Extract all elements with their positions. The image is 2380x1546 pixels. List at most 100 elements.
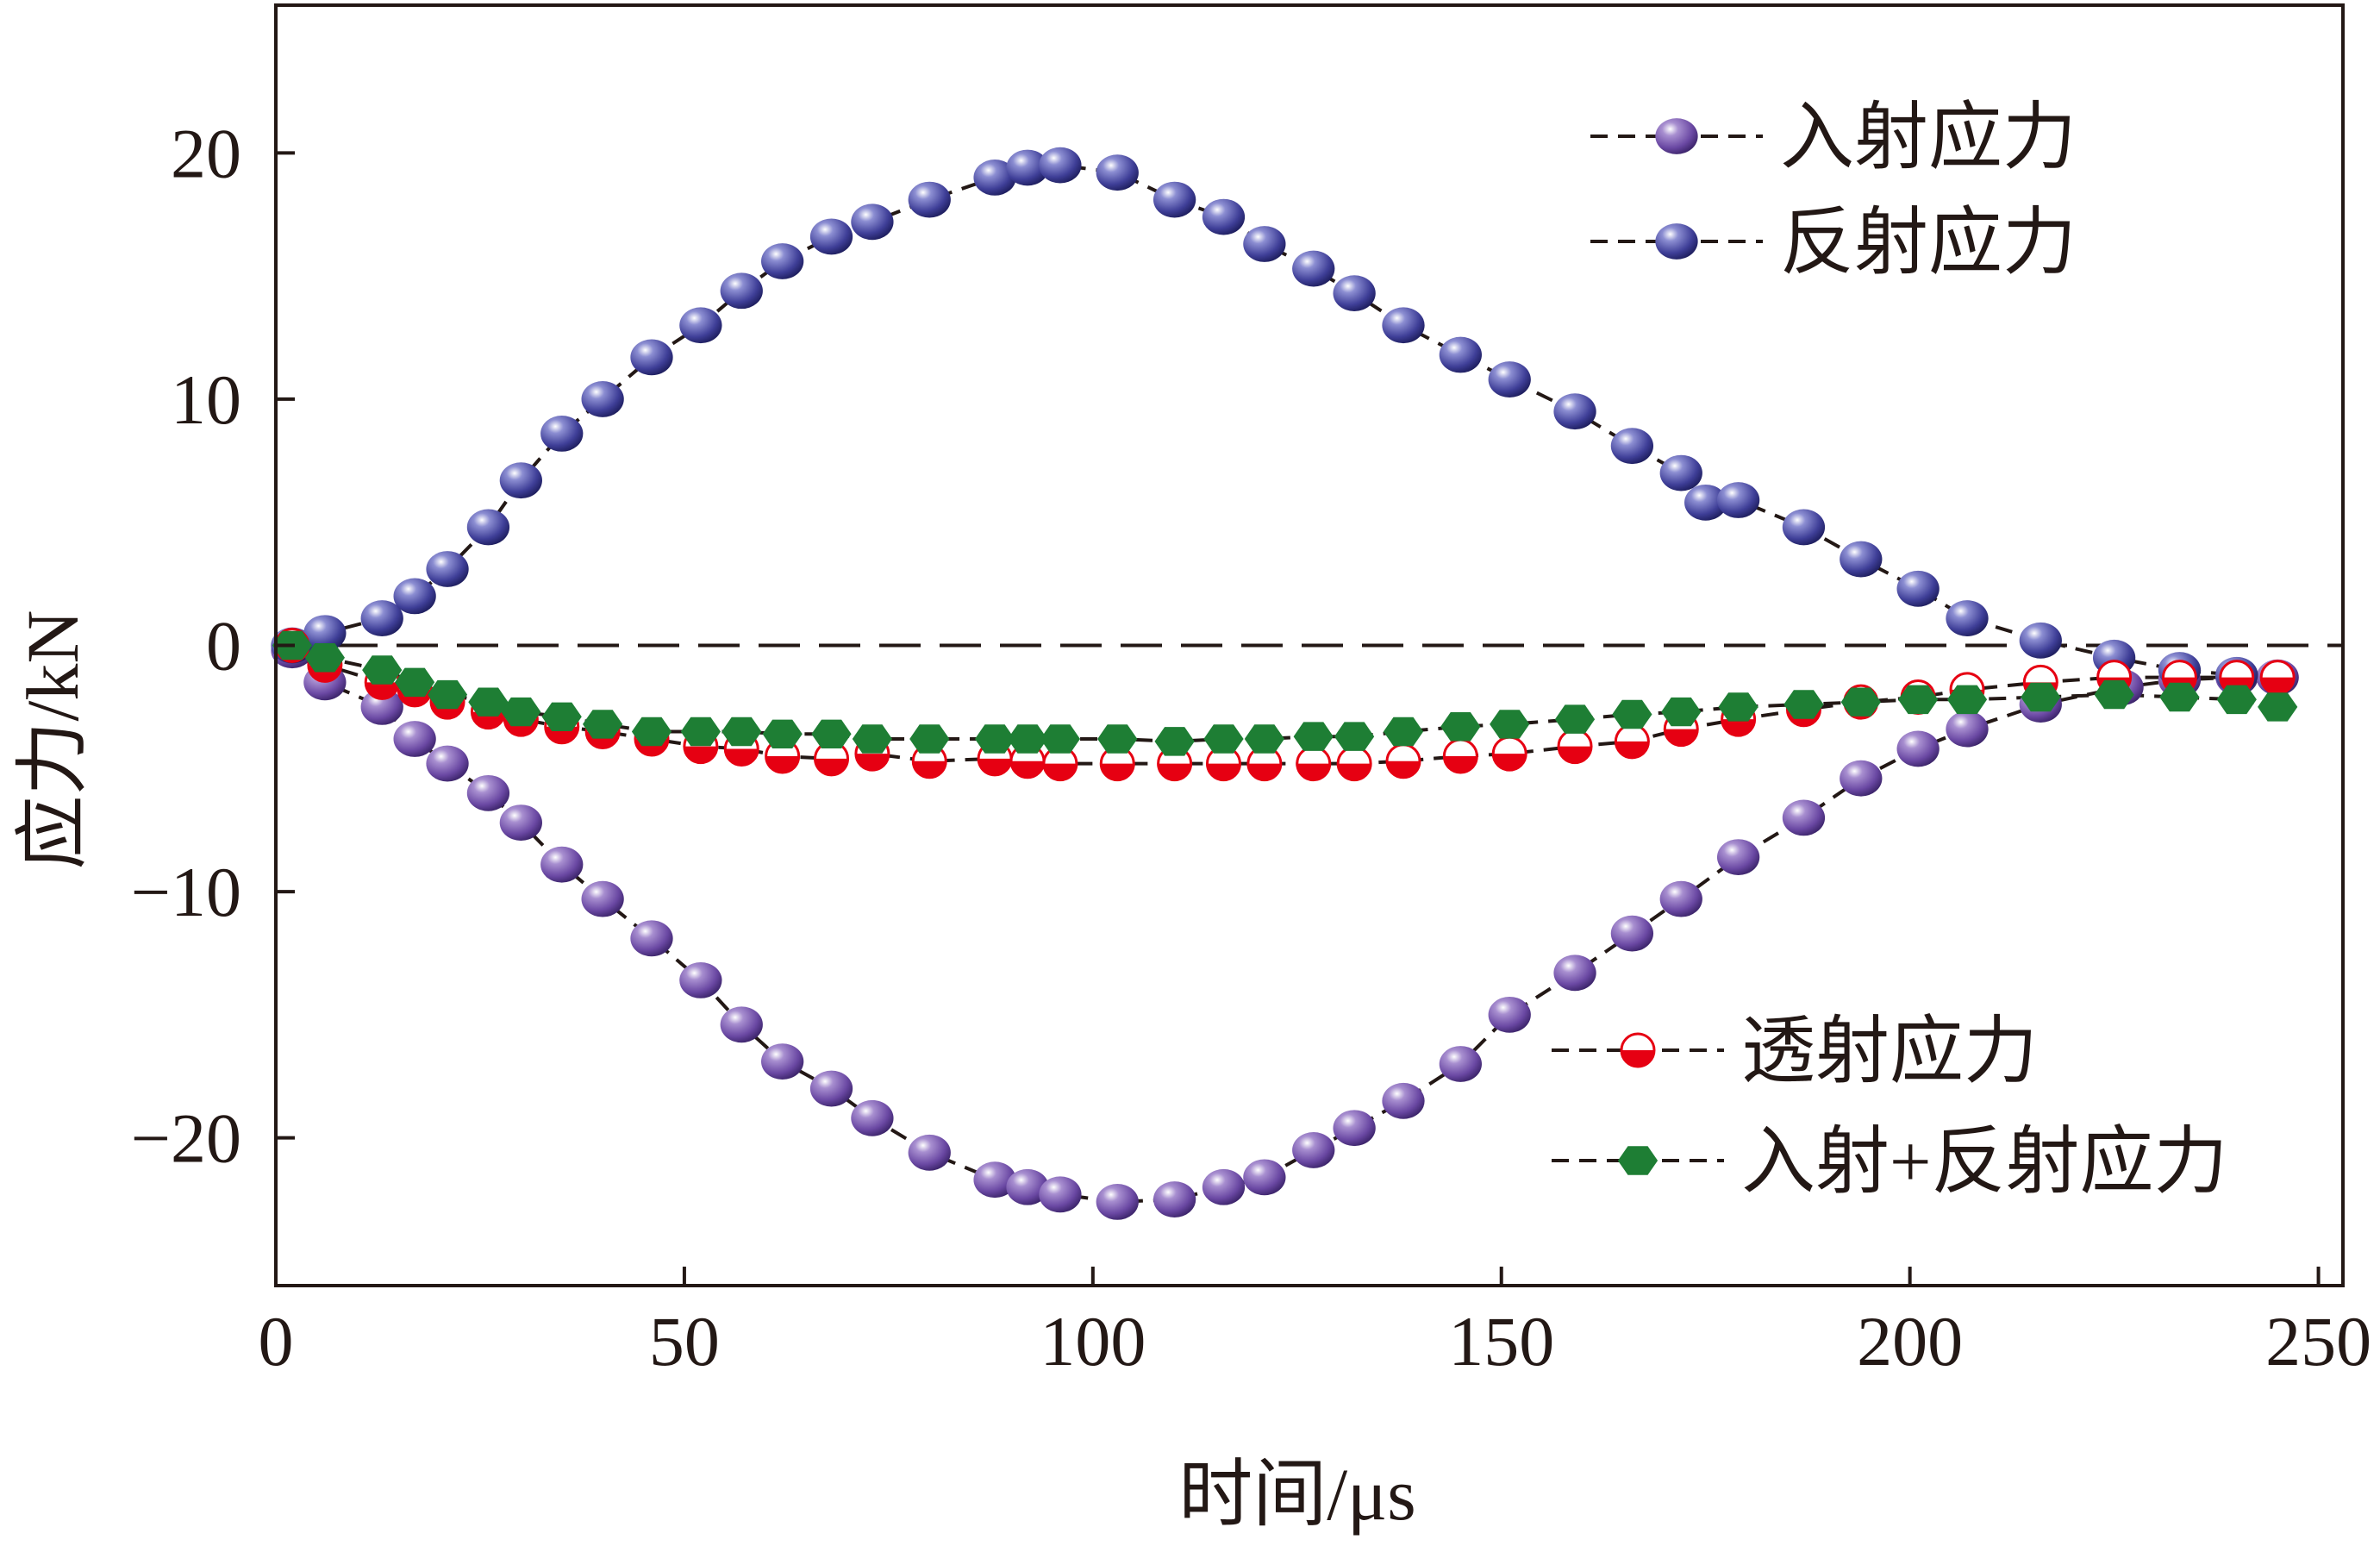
marker-fill	[1296, 763, 1330, 780]
data-point	[975, 724, 1015, 754]
data-point	[2216, 685, 2257, 715]
data-point	[1659, 880, 1702, 917]
data-point	[360, 600, 403, 636]
data-point	[1383, 717, 1424, 747]
data-point	[1382, 1082, 1425, 1119]
data-point	[1293, 722, 1334, 751]
data-point	[852, 724, 892, 754]
data-point	[427, 679, 468, 710]
marker-fill	[1444, 756, 1477, 773]
data-point	[680, 717, 721, 747]
marker-fill	[1011, 760, 1044, 778]
data-point	[1840, 541, 1883, 578]
data-point	[1490, 710, 1530, 739]
data-point	[1336, 746, 1372, 782]
plot-area	[271, 147, 2343, 1220]
data-point	[1007, 724, 1048, 754]
legend-label: 反射应力	[1780, 201, 2077, 284]
data-point	[1334, 722, 1375, 751]
marker-fill	[1207, 763, 1240, 780]
data-point	[908, 1134, 951, 1171]
data-point	[1614, 723, 1650, 760]
data-point	[721, 717, 762, 747]
legend-label: 入射+反射应力	[1741, 1120, 2228, 1203]
data-point	[1154, 727, 1195, 756]
data-point	[426, 551, 469, 587]
data-point	[1006, 149, 1049, 186]
data-point	[1491, 735, 1527, 772]
data-point	[1153, 1181, 1196, 1217]
marker-fill	[725, 748, 759, 766]
data-point	[499, 804, 542, 842]
data-point	[1292, 1132, 1335, 1168]
data-point	[1553, 393, 1596, 430]
data-point	[1202, 1168, 1246, 1205]
data-point	[1006, 1168, 1049, 1205]
marker-fill	[1665, 729, 1698, 746]
data-point	[762, 719, 803, 748]
y-tick-label: 20	[171, 114, 241, 192]
data-point	[1099, 746, 1135, 782]
data-point	[581, 880, 624, 917]
x-tick-label: 250	[2265, 1302, 2371, 1380]
marker-fill	[1493, 754, 1527, 771]
marker-fill	[815, 758, 848, 775]
marker-fill	[855, 754, 889, 771]
y-tick-label: −20	[131, 1099, 241, 1178]
data-point	[811, 719, 852, 748]
data-point	[395, 667, 435, 698]
data-point	[1840, 760, 1883, 797]
data-point	[2021, 682, 2061, 712]
data-point	[1333, 1110, 1376, 1147]
data-point	[1655, 223, 1698, 260]
data-point	[1661, 697, 1702, 727]
data-point	[1439, 336, 1482, 373]
data-point	[1488, 996, 1531, 1033]
data-point	[499, 462, 542, 499]
data-point	[466, 774, 510, 811]
data-point	[1243, 226, 1286, 262]
x-tick-label: 150	[1448, 1302, 1554, 1380]
data-point	[362, 655, 403, 685]
data-point	[1896, 570, 1940, 607]
data-point	[1096, 1184, 1139, 1220]
data-point	[1684, 484, 1727, 521]
data-point	[630, 339, 673, 376]
marker-fill	[2261, 677, 2295, 694]
data-point	[1840, 687, 1881, 717]
data-point	[1612, 699, 1652, 729]
data-point	[1655, 118, 1698, 154]
data-point	[973, 1161, 1016, 1199]
data-point	[1898, 685, 1939, 715]
data-point	[809, 1070, 853, 1107]
data-point	[908, 181, 951, 218]
data-point	[1039, 147, 1082, 184]
data-point	[1202, 198, 1246, 235]
y-tick-label: −10	[131, 853, 241, 931]
y-tick-label: 0	[206, 607, 241, 685]
marker-fill	[1158, 763, 1191, 780]
marker-fill	[1338, 763, 1371, 780]
data-point	[583, 710, 623, 739]
data-point	[1096, 154, 1139, 191]
data-point	[679, 307, 722, 344]
data-point	[1557, 729, 1593, 765]
legend-label: 透射应力	[1741, 1010, 2038, 1092]
data-point	[304, 643, 345, 673]
data-point	[540, 416, 584, 452]
marker-fill	[978, 758, 1012, 775]
data-point	[1946, 600, 1989, 636]
data-point	[1442, 738, 1478, 774]
data-point	[1296, 746, 1332, 782]
data-point	[1097, 724, 1138, 754]
data-point	[909, 724, 950, 754]
data-point	[1385, 743, 1421, 779]
data-point	[1554, 704, 1596, 734]
legend-label: 入射应力	[1780, 96, 2077, 178]
data-point	[720, 1006, 763, 1043]
data-point	[1244, 724, 1284, 754]
data-point	[1659, 454, 1702, 491]
data-point	[1243, 1159, 1286, 1196]
